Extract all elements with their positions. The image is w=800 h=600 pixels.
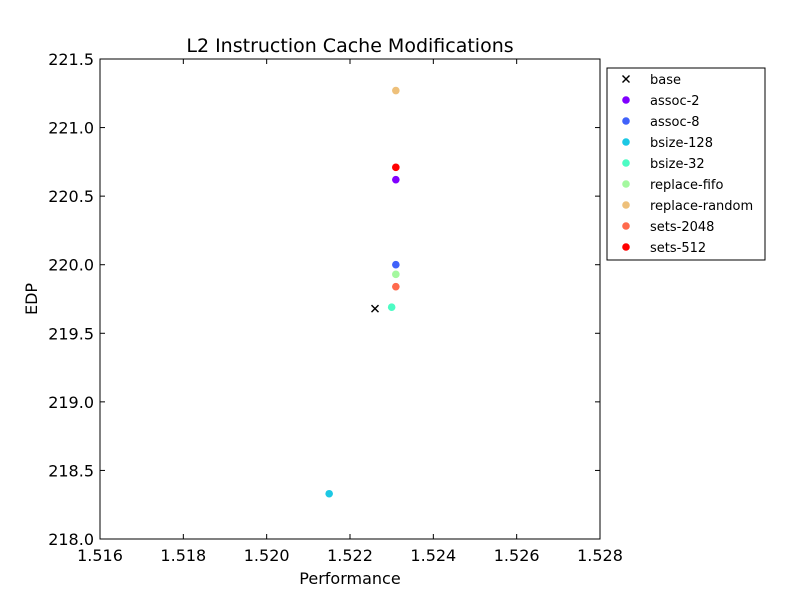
data-point-bsize-32 [387, 303, 396, 312]
data-point-replace-random [392, 86, 400, 95]
data-point-bsize-128 [325, 489, 333, 498]
y-tick-label: 218.5 [48, 461, 94, 480]
x-axis-label: Performance [299, 569, 400, 588]
x-tick-label: 1.516 [77, 546, 123, 565]
x-tick-label: 1.522 [327, 546, 373, 565]
y-tick-label: 219.0 [48, 393, 94, 412]
legend-marker-bsize-32 [622, 159, 630, 167]
data-point-replace-fifo [392, 270, 400, 279]
y-tick-label: 220.5 [48, 187, 94, 206]
legend-marker-bsize-128 [622, 138, 630, 146]
data-point-sets-512 [392, 163, 400, 172]
legend-marker-assoc-2 [622, 96, 630, 104]
legend-label-bsize-32: bsize-32 [650, 157, 705, 172]
x-tick-label: 1.528 [577, 546, 623, 565]
x-tick-label: 1.524 [410, 546, 456, 565]
legend-marker-sets-2048 [622, 222, 630, 230]
legend-label-replace-random: replace-random [650, 199, 753, 214]
legend-label-assoc-2: assoc-2 [650, 94, 700, 109]
chart-title: L2 Instruction Cache Modifications [186, 35, 513, 57]
y-tick-label: 220.0 [48, 256, 94, 275]
x-tick-label: 1.520 [244, 546, 290, 565]
y-axis: 218.0 218.5 219.0 219.5 220.0 220.5 221.0 221.5 [48, 50, 600, 549]
y-axis-label: EDP [22, 283, 41, 315]
plot-area [99, 58, 601, 540]
x-tick-label: 1.518 [160, 546, 206, 565]
data-point-sets-2048 [392, 282, 400, 291]
x-tick-label: 1.526 [494, 546, 540, 565]
legend-label-sets-512: sets-512 [650, 241, 706, 256]
data-point-base [371, 304, 379, 313]
data-points [325, 86, 400, 498]
legend-label-sets-2048: sets-2048 [650, 220, 714, 235]
legend-marker-sets-512 [622, 243, 630, 251]
legend-label-assoc-8: assoc-8 [650, 115, 700, 130]
y-tick-label: 221.0 [48, 119, 94, 138]
legend-marker-replace-fifo [622, 180, 630, 188]
x-axis: 1.516 1.518 1.520 1.522 1.524 1.526 1.528 [77, 59, 623, 565]
legend-label-bsize-128: bsize-128 [650, 136, 713, 151]
data-point-assoc-2 [392, 175, 400, 184]
data-point-assoc-8 [392, 260, 400, 269]
legend-marker-assoc-8 [622, 117, 630, 125]
legend: base assoc-2 assoc-8 bsize-128 bsize-32 repla… [606, 67, 766, 261]
legend-label-base: base [650, 73, 681, 88]
y-tick-label: 221.5 [48, 50, 94, 69]
legend-marker-base [622, 75, 630, 83]
legend-marker-replace-random [622, 201, 630, 209]
legend-box [606, 67, 766, 261]
y-tick-label: 218.0 [48, 530, 94, 549]
legend-label-replace-fifo: replace-fifo [650, 178, 723, 193]
y-tick-label: 219.5 [48, 324, 94, 343]
